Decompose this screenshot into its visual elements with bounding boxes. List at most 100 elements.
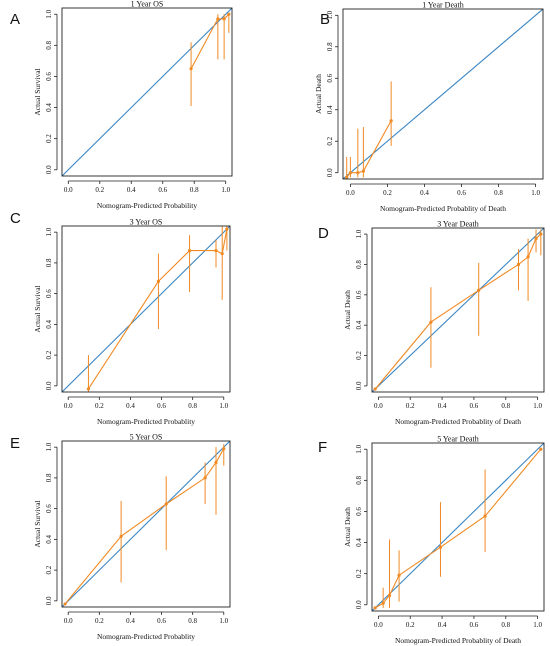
data-point xyxy=(203,476,207,480)
y-tick-label: 0.4 xyxy=(326,105,334,114)
data-point xyxy=(214,460,218,465)
data-point xyxy=(373,387,377,391)
y-tick-label: 1.0 xyxy=(45,227,53,236)
data-point xyxy=(156,279,161,283)
y-tick-label: 0.8 xyxy=(326,42,334,51)
x-tick-label: 0.6 xyxy=(470,402,479,410)
panel-e: E 0.0 0.2 0.4 0.6 0.8 1.0 0.0 0.2 0.4 0.6 0.8 1.0 5 Y… xyxy=(10,433,231,641)
data-point xyxy=(63,602,67,606)
x-tick-label: 0.8 xyxy=(188,617,197,625)
panel-d: D 0.0 0.2 0.4 0.6 0.8 1.0 0.0 0.2 0.4 0.6 0.8 1.0 3 Y… xyxy=(318,220,545,426)
x-tick-label: 1.0 xyxy=(533,621,542,629)
y-tick-label: 1.0 xyxy=(355,444,363,453)
y-tick-label: 0.2 xyxy=(45,350,53,359)
x-tick-label: 0.8 xyxy=(501,621,510,629)
panel-letter: F xyxy=(318,439,327,456)
x-axis-label: Nomogram-Predicted Probability xyxy=(97,201,197,210)
x-tick-label: 0.2 xyxy=(95,402,104,410)
data-point xyxy=(534,237,538,241)
data-point xyxy=(429,320,433,324)
x-tick-label: 0.0 xyxy=(374,402,383,410)
y-tick-label: 0.8 xyxy=(355,475,363,484)
plot-frame xyxy=(371,442,545,612)
y-tick-label: 0.2 xyxy=(326,136,334,145)
x-tick-label: 0.4 xyxy=(126,617,135,625)
x-axis-label: Nomogram-Predicted Probablity of Death xyxy=(380,204,506,213)
y-axis-label: Actual Survival xyxy=(33,285,42,332)
y-tick-label: 0.0 xyxy=(45,596,53,605)
panel-a: A 0.0 0.2 0.4 0.6 0.8 1.0 0.0 0.2 0.4 0.6 0.8 1.0 1 Y… xyxy=(10,0,233,210)
y-tick-label: 0.2 xyxy=(355,351,363,360)
x-tick-label: 0.0 xyxy=(64,402,73,410)
y-tick-label: 1.0 xyxy=(326,10,334,19)
x-tick-label: 0.4 xyxy=(438,402,447,410)
y-tick-label: 0.0 xyxy=(355,381,363,390)
data-point xyxy=(539,447,543,451)
x-tick-label: 0.4 xyxy=(126,402,135,410)
reference-diagonal-line xyxy=(62,8,232,176)
y-tick-label: 1.0 xyxy=(355,229,363,238)
data-point xyxy=(387,593,392,598)
panel-c: C 0.0 0.2 0.4 0.6 0.8 1.0 0.0 0.2 0.4 0.6 0.8 1.0 3 Y… xyxy=(10,210,231,426)
x-axis-label: Nomogram-Predicted Probablity of Death xyxy=(395,417,521,426)
plot-title: 5 Year Death xyxy=(437,435,479,444)
x-tick-label: 0.0 xyxy=(346,189,355,197)
x-tick-label: 0.4 xyxy=(420,189,429,197)
data-point xyxy=(214,248,218,253)
data-point xyxy=(483,514,487,518)
data-point xyxy=(222,17,226,21)
data-point xyxy=(389,119,393,123)
x-axis-label: Nomogram-Predicted Probablity xyxy=(97,417,195,426)
reference-diagonal-line xyxy=(343,9,543,179)
reference-diagonal-line xyxy=(62,226,230,392)
data-point xyxy=(539,232,543,236)
calibration-curve xyxy=(64,448,225,605)
data-point xyxy=(361,169,365,173)
x-tick-label: 0.4 xyxy=(127,186,136,194)
plot-frame xyxy=(61,7,233,177)
x-tick-label: 0.6 xyxy=(157,402,166,410)
y-tick-label: 0.6 xyxy=(355,290,363,299)
data-point xyxy=(345,175,349,180)
y-tick-label: 0.2 xyxy=(45,565,53,574)
x-tick-label: 1.0 xyxy=(533,402,542,410)
plot-title: 1 Year OS xyxy=(131,0,164,9)
y-tick-label: 0.4 xyxy=(355,538,363,547)
y-tick-label: 0.8 xyxy=(355,260,363,269)
calibration-curve xyxy=(87,228,228,390)
x-tick-label: 0.2 xyxy=(383,189,392,197)
y-tick-label: 0.8 xyxy=(45,40,53,49)
calibration-curve xyxy=(346,120,392,178)
x-tick-label: 1.0 xyxy=(219,617,228,625)
x-axis-label: Nomogram-Predicted Probablity of Death xyxy=(395,636,521,645)
data-point xyxy=(381,601,385,605)
y-tick-label: 0.0 xyxy=(326,168,334,177)
y-tick-label: 0.6 xyxy=(45,72,53,81)
data-point xyxy=(216,17,220,21)
panel-b: B 0.0 0.2 0.4 0.6 0.8 1.0 0.0 0.2 0.4 0.6 0.8 1.0 1 Y… xyxy=(314,1,544,213)
y-tick-label: 0.2 xyxy=(45,134,53,143)
y-tick-label: 0.2 xyxy=(355,569,363,578)
data-point xyxy=(397,573,401,577)
y-tick-label: 0.6 xyxy=(355,507,363,516)
data-point xyxy=(220,252,224,256)
data-point xyxy=(222,447,226,451)
y-tick-label: 0.6 xyxy=(45,289,53,298)
x-tick-label: 1.0 xyxy=(531,189,540,197)
reference-diagonal-line xyxy=(372,228,544,392)
panel-letter: D xyxy=(318,225,329,242)
y-axis-label: Actual Death xyxy=(343,507,352,547)
x-tick-label: 0.0 xyxy=(374,621,383,629)
data-point xyxy=(227,12,231,16)
plot-title: 1 Year Death xyxy=(422,1,464,10)
y-tick-label: 0.0 xyxy=(355,600,363,609)
y-axis-label: Actual Survival xyxy=(33,68,42,115)
panel-letter: B xyxy=(320,11,330,28)
panel-f: F 0.0 0.2 0.4 0.6 0.8 1.0 0.0 0.2 0.4 0.6 0.8 1.0 5 Y… xyxy=(318,435,545,645)
x-tick-label: 0.8 xyxy=(494,189,503,197)
y-axis-label: Actual Death xyxy=(343,290,352,330)
plot-frame xyxy=(61,225,231,393)
data-point xyxy=(189,67,193,71)
x-tick-label: 0.2 xyxy=(406,621,415,629)
